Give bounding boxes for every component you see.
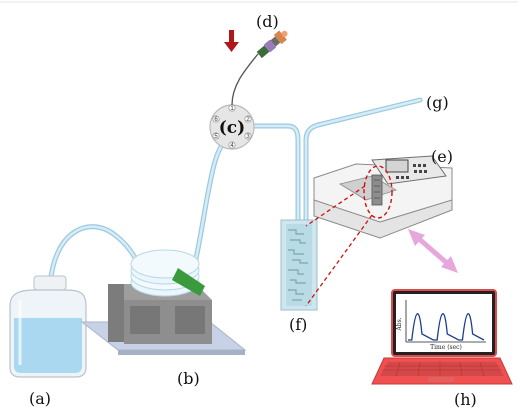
packed-column: (f) bbox=[280, 219, 318, 334]
valve-port-1: 1 bbox=[230, 106, 234, 112]
screen-ylabel: Abs. bbox=[396, 317, 403, 331]
valve-port-6: 6 bbox=[214, 117, 218, 123]
peak-trace bbox=[408, 313, 485, 341]
valve-port-3: 3 bbox=[246, 134, 250, 140]
cell-highlight bbox=[363, 165, 393, 219]
label-e: (e) bbox=[431, 147, 453, 166]
tube-valve-to-cell bbox=[247, 123, 301, 228]
peristaltic-pump bbox=[80, 249, 247, 355]
label-d: (d) bbox=[256, 12, 279, 31]
injection-valve: 1 2 3 4 5 6 (c) bbox=[209, 104, 255, 150]
screen-chromatogram: Abs. Time (sec) bbox=[396, 300, 486, 351]
laptop: Abs. Time (sec) bbox=[371, 289, 513, 385]
label-h: (h) bbox=[454, 390, 477, 408]
valve-port-4: 4 bbox=[230, 143, 234, 149]
data-link-arrow bbox=[408, 229, 458, 273]
label-c: (c) bbox=[219, 118, 245, 138]
screen-xlabel: Time (sec) bbox=[430, 344, 462, 351]
label-a: (a) bbox=[29, 389, 51, 408]
valve-port-2: 2 bbox=[246, 117, 250, 123]
spectrophotometer: (e) bbox=[313, 147, 453, 239]
inject-arrow bbox=[229, 30, 234, 43]
leader-lines bbox=[305, 185, 373, 307]
bottle-liquid bbox=[14, 318, 82, 373]
label-g: (g) bbox=[426, 93, 449, 112]
valve-port-5: 5 bbox=[214, 134, 218, 140]
label-b: (b) bbox=[177, 369, 200, 388]
label-f: (f) bbox=[289, 315, 307, 334]
reagent-bottle bbox=[9, 275, 87, 378]
sample-syringe: (d) bbox=[224, 12, 288, 106]
